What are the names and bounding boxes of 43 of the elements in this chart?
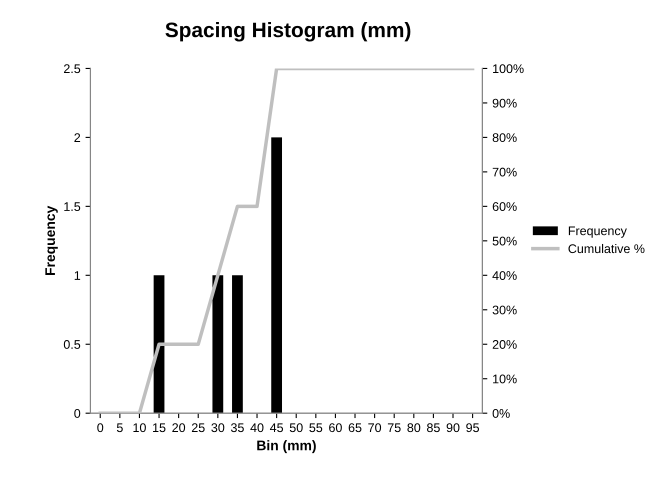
y-axis-title: Frequency <box>45 206 58 276</box>
y2-tick-label: 70% <box>492 168 517 177</box>
x-tick-label: 80 <box>407 423 420 432</box>
legend-label: Frequency <box>568 226 627 238</box>
y-tick-label: 0 <box>74 409 80 418</box>
x-tick-label: 65 <box>348 423 362 432</box>
x-tick-label: 0 <box>97 423 104 432</box>
x-tick-label: 55 <box>309 423 322 432</box>
y2-tick-label: 50% <box>492 236 517 246</box>
y2-tick-label: 30% <box>492 306 517 314</box>
x-tick-label: 10 <box>133 423 146 432</box>
x-tick-label: 5 <box>116 423 123 432</box>
y-tick-label: 0.5 <box>64 340 80 349</box>
x-tick-label: 75 <box>388 423 401 432</box>
x-tick-label: 35 <box>230 423 244 432</box>
x-tick-label: 60 <box>329 423 342 432</box>
y2-tick-label: 40% <box>492 271 517 280</box>
x-tick-label: 95 <box>466 423 480 432</box>
y-tick-label: 1.5 <box>64 202 80 212</box>
x-tick-label: 45 <box>270 423 284 432</box>
x-tick-label: 90 <box>446 423 460 432</box>
x-tick-label: 15 <box>153 423 166 432</box>
chart-title: Spacing Histogram (mm) <box>165 22 410 42</box>
y-tick-label: 2 <box>74 133 80 142</box>
y2-tick-label: 20% <box>492 340 517 349</box>
y2-tick-label: 100% <box>493 64 524 74</box>
y2-tick-label: 60% <box>492 202 517 212</box>
y2-tick-label: 0% <box>492 409 510 418</box>
x-tick-label: 30 <box>211 423 224 432</box>
y2-tick-label: 80% <box>492 133 517 142</box>
y2-tick-label: 90% <box>492 98 517 108</box>
x-tick-label: 20 <box>172 423 186 432</box>
legend-label: Cumulative % <box>568 244 645 254</box>
x-tick-label: 40 <box>250 423 264 432</box>
x-tick-label: 70 <box>368 423 382 432</box>
x-tick-label: 85 <box>427 423 440 432</box>
x-tick-label: 25 <box>192 423 205 432</box>
x-tick-label: 50 <box>290 423 303 432</box>
y-tick-label: 1 <box>74 271 80 280</box>
y-tick-label: 2.5 <box>64 64 80 74</box>
line-series <box>98 68 474 414</box>
y2-tick-label: 10% <box>493 374 517 384</box>
x-axis-title: Bin (mm) <box>257 440 316 454</box>
